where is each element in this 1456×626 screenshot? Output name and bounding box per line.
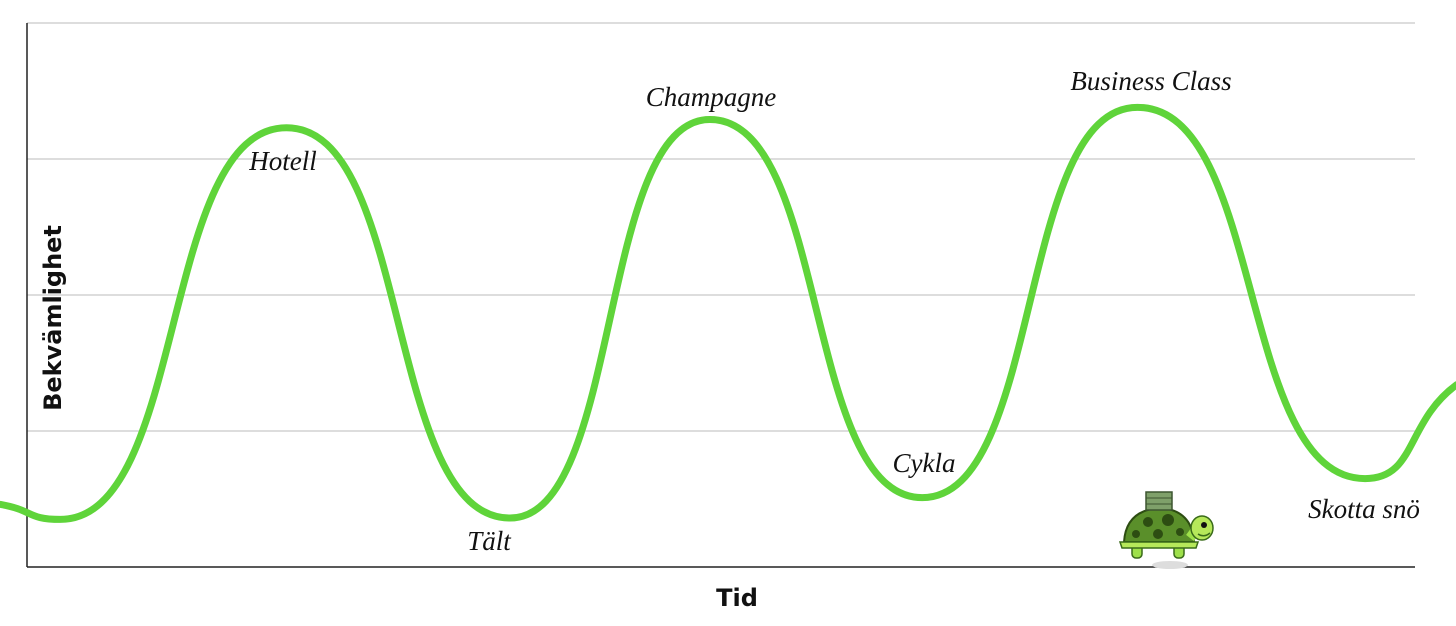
- annotations: Hotell Tält Champagne Cykla Business Class Sk…: [248, 66, 1420, 556]
- x-axis-title: Tid: [716, 584, 758, 612]
- curve-layer: [0, 103, 1456, 523]
- comfort-curve: [0, 103, 1456, 523]
- annotation: Business Class: [1070, 66, 1231, 96]
- annotation: Champagne: [646, 82, 777, 112]
- annotation: Hotell: [248, 146, 317, 176]
- annotation: Skotta snö: [1308, 494, 1420, 524]
- turtle-icon: [1118, 491, 1214, 569]
- annotation: Cykla: [893, 448, 956, 478]
- y-axis-title: Bekvämlighet: [39, 225, 67, 411]
- annotation: Tält: [467, 526, 512, 556]
